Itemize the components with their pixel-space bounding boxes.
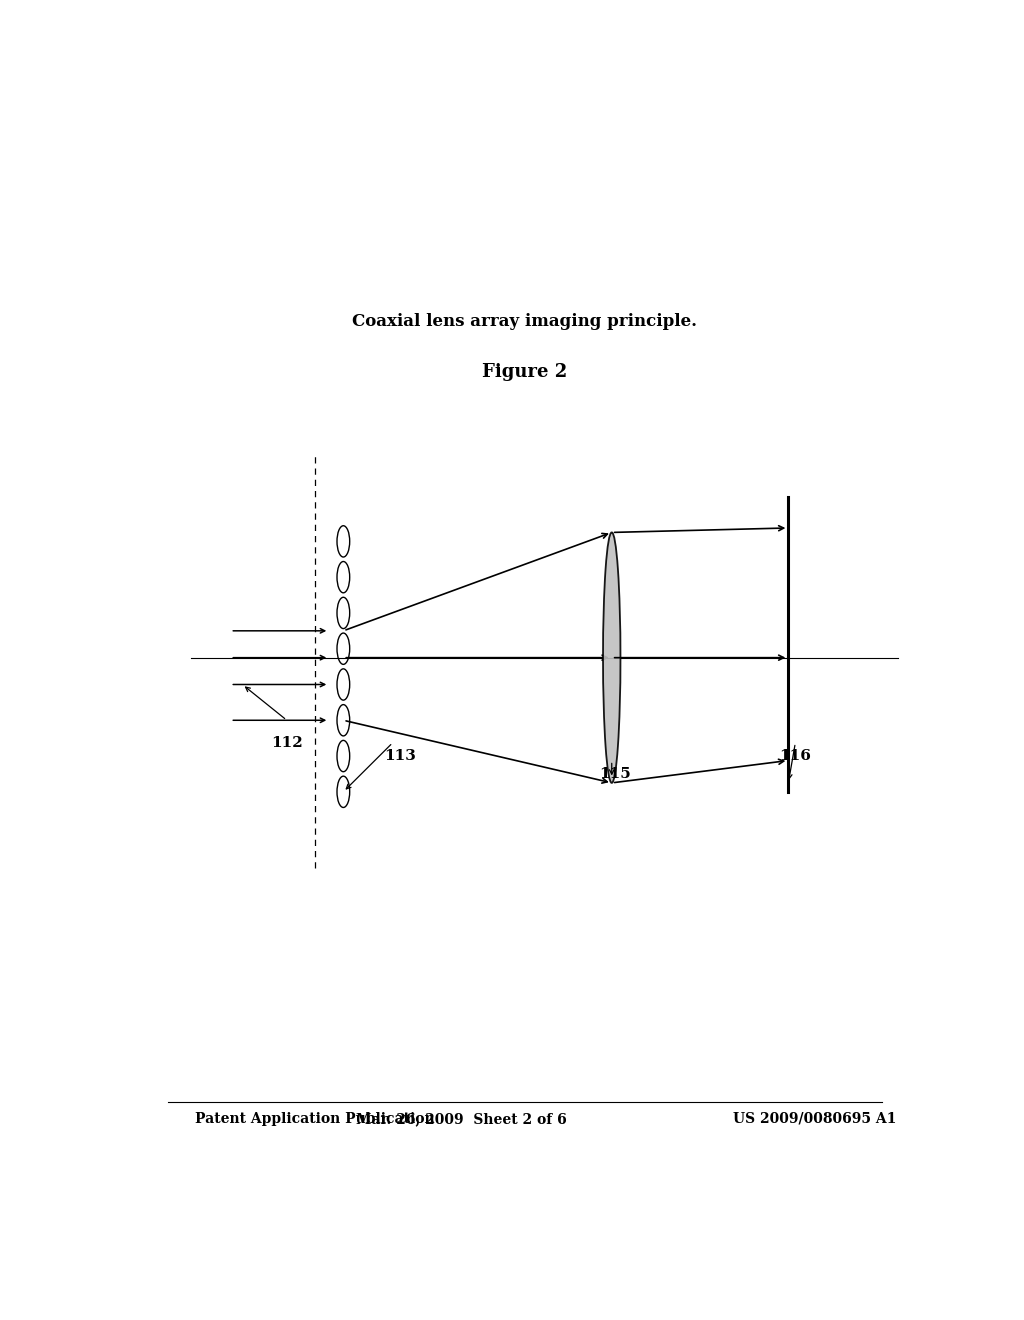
- Text: 115: 115: [599, 767, 631, 781]
- Text: Patent Application Publication: Patent Application Publication: [196, 1111, 435, 1126]
- Text: US 2009/0080695 A1: US 2009/0080695 A1: [733, 1111, 896, 1126]
- Text: 112: 112: [271, 735, 303, 750]
- Ellipse shape: [603, 532, 621, 783]
- Text: Figure 2: Figure 2: [482, 363, 567, 381]
- Text: Coaxial lens array imaging principle.: Coaxial lens array imaging principle.: [352, 313, 697, 330]
- Text: 116: 116: [779, 748, 811, 763]
- Text: Mar. 26, 2009  Sheet 2 of 6: Mar. 26, 2009 Sheet 2 of 6: [356, 1111, 566, 1126]
- Text: 113: 113: [384, 748, 416, 763]
